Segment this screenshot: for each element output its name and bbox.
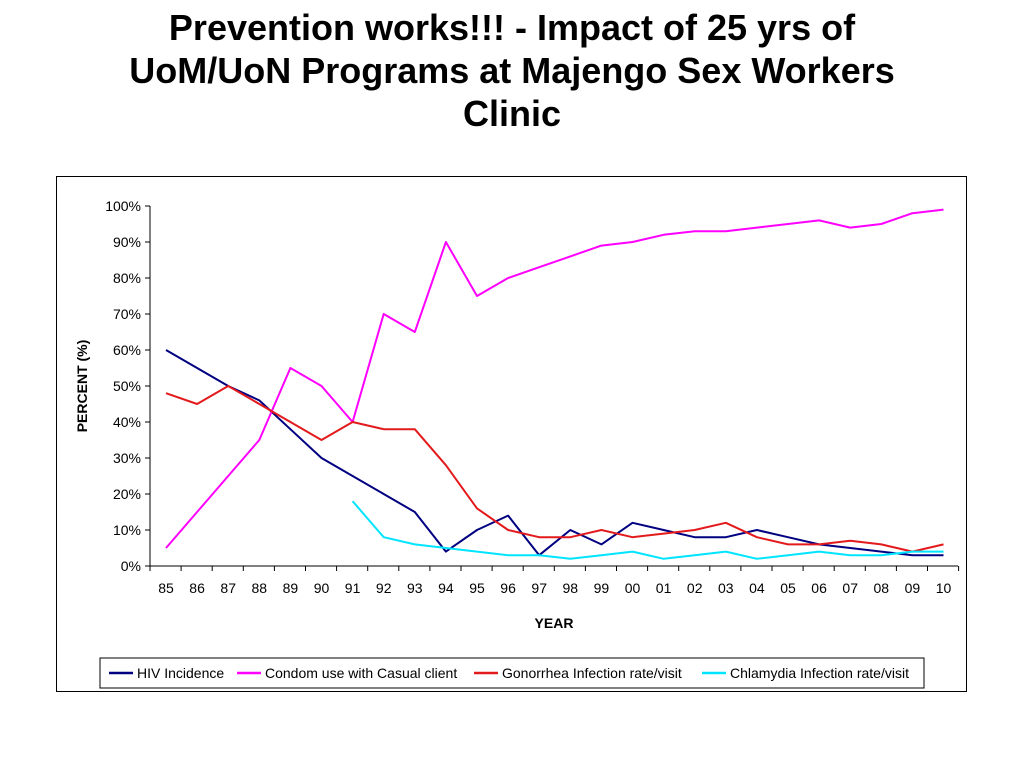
x-tick-label: 08 xyxy=(874,580,890,596)
legend-label-1: HIV Incidence xyxy=(137,665,224,681)
series-line-3 xyxy=(165,385,944,553)
x-tick-label: 89 xyxy=(283,580,299,596)
y-tick-label: 90% xyxy=(113,234,141,250)
x-tick-label: 95 xyxy=(469,580,485,596)
y-tick-label: 70% xyxy=(113,306,141,322)
series-line-1 xyxy=(165,349,944,557)
x-tick-label: 04 xyxy=(749,580,765,596)
x-tick-label: 98 xyxy=(563,580,579,596)
slide-title: Prevention works!!! - Impact of 25 yrs o… xyxy=(40,6,984,135)
x-tick-label: 97 xyxy=(531,580,547,596)
series-line-2 xyxy=(165,208,944,549)
line-chart: 0% 10% 20% 30% 40% 50% 60% 70% 80% 90% 100% 85 86 87 8… xyxy=(74,198,960,689)
axes: 0% 10% 20% 30% 40% 50% 60% 70% 80% 90% 100% 85 86 87 8… xyxy=(74,198,960,631)
x-tick-label: 07 xyxy=(842,580,858,596)
legend-label-4: Chlamydia Infection rate/visit xyxy=(730,665,909,681)
x-tick-label: 06 xyxy=(811,580,827,596)
x-tick-label: 87 xyxy=(220,580,236,596)
x-tick-label: 93 xyxy=(407,580,423,596)
x-tick-label: 92 xyxy=(376,580,392,596)
x-tick-label: 88 xyxy=(252,580,268,596)
slide-title-line-3: Clinic xyxy=(462,93,561,134)
x-tick-label: 02 xyxy=(687,580,703,596)
chart-frame: 0% 10% 20% 30% 40% 50% 60% 70% 80% 90% 100% 85 86 87 8… xyxy=(56,176,967,692)
x-tick-label: 01 xyxy=(656,580,672,596)
x-tick-label: 94 xyxy=(438,580,454,596)
slide-title-line-2: UoM/UoN Programs at Majengo Sex Workers xyxy=(129,50,895,91)
y-axis-title: PERCENT (%) xyxy=(74,340,90,433)
x-tick-label: 03 xyxy=(718,580,734,596)
y-tick-label: 30% xyxy=(113,450,141,466)
x-axis-title: YEAR xyxy=(535,615,574,631)
x-tick-label: 91 xyxy=(345,580,361,596)
y-tick-label: 10% xyxy=(113,522,141,538)
x-tick-label: 00 xyxy=(625,580,641,596)
legend: HIV Incidence Condom use with Casual clie… xyxy=(99,657,925,689)
y-tick-label: 100% xyxy=(105,198,141,214)
series-lines xyxy=(165,208,944,560)
x-tick-label: 99 xyxy=(594,580,610,596)
legend-label-3: Gonorrhea Infection rate/visit xyxy=(502,665,682,681)
x-tick-label: 10 xyxy=(936,580,952,596)
y-tick-label: 0% xyxy=(121,558,141,574)
y-tick-label: 60% xyxy=(113,342,141,358)
x-tick-label: 85 xyxy=(158,580,174,596)
x-tick-label: 96 xyxy=(500,580,516,596)
x-tick-label: 05 xyxy=(780,580,796,596)
x-tick-label: 90 xyxy=(314,580,330,596)
y-tick-label: 50% xyxy=(113,378,141,394)
slide-title-line-1: Prevention works!!! - Impact of 25 yrs o… xyxy=(168,7,856,48)
y-tick-label: 40% xyxy=(113,414,141,430)
y-tick-label: 80% xyxy=(113,270,141,286)
legend-label-2: Condom use with Casual client xyxy=(265,665,457,681)
x-tick-label: 86 xyxy=(189,580,205,596)
y-tick-label: 20% xyxy=(113,486,141,502)
x-tick-label: 09 xyxy=(905,580,921,596)
series-line-4 xyxy=(351,500,944,560)
